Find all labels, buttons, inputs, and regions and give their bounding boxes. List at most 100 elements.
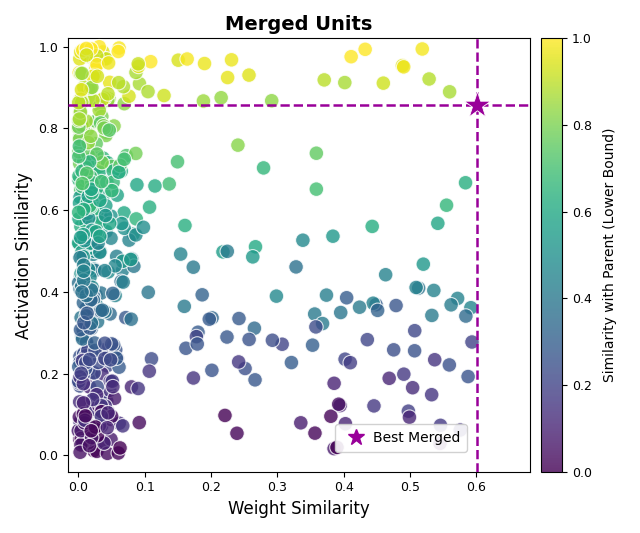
Point <box>76 108 86 116</box>
Point <box>463 373 473 381</box>
Point <box>76 272 86 280</box>
Point <box>88 292 99 301</box>
Point <box>410 326 420 335</box>
Point <box>84 408 94 417</box>
Point <box>76 233 86 242</box>
Point <box>74 68 84 77</box>
Point <box>87 198 97 207</box>
Point <box>92 431 102 440</box>
Point <box>95 119 106 127</box>
Point <box>368 299 378 308</box>
Point <box>79 418 90 427</box>
Point <box>118 278 128 286</box>
Point <box>233 141 243 149</box>
Point <box>93 152 103 160</box>
Point <box>86 189 97 197</box>
Point <box>121 313 131 322</box>
Point <box>97 346 108 354</box>
Point <box>84 324 95 333</box>
Point <box>193 328 203 336</box>
Point <box>76 251 86 260</box>
Point <box>82 322 92 330</box>
Point <box>340 355 350 364</box>
Point <box>81 318 91 327</box>
Point <box>84 441 95 450</box>
Point <box>121 151 131 160</box>
Point <box>472 100 483 109</box>
Point <box>429 286 439 295</box>
Point <box>89 47 99 56</box>
Point <box>100 266 110 275</box>
Point <box>102 423 113 432</box>
Point <box>340 78 350 87</box>
Point <box>77 332 87 341</box>
Point <box>76 69 86 78</box>
Point <box>268 336 278 344</box>
Point <box>180 221 190 230</box>
Point <box>92 301 102 310</box>
Point <box>74 124 84 132</box>
Point <box>455 426 465 434</box>
Point <box>384 374 394 383</box>
Point <box>115 443 125 452</box>
Point <box>90 266 100 274</box>
Point <box>175 250 186 259</box>
Point <box>83 198 93 206</box>
Point <box>101 131 111 140</box>
Point <box>84 421 95 430</box>
Point <box>119 209 129 217</box>
Point <box>74 214 84 223</box>
Point <box>106 435 116 443</box>
Point <box>466 303 476 312</box>
Point <box>369 402 379 410</box>
Point <box>340 419 351 428</box>
Point <box>296 418 306 427</box>
Point <box>125 255 136 264</box>
Y-axis label: Activation Similarity: Activation Similarity <box>15 172 33 338</box>
Point <box>244 335 254 344</box>
Point <box>433 219 443 228</box>
Point <box>267 96 277 105</box>
Point <box>96 289 106 297</box>
Point <box>77 356 88 365</box>
Point <box>77 46 88 54</box>
Point <box>427 311 437 320</box>
Point <box>88 250 99 259</box>
Point <box>83 365 93 374</box>
Point <box>248 253 258 261</box>
Point <box>78 379 88 388</box>
Point <box>277 340 287 349</box>
Point <box>94 218 104 227</box>
Point <box>85 53 95 61</box>
Point <box>143 288 154 296</box>
Point <box>397 61 408 70</box>
Point <box>159 91 169 100</box>
Point <box>98 154 108 163</box>
Point <box>144 367 154 375</box>
Point <box>114 363 124 372</box>
Point <box>138 223 148 231</box>
Point <box>131 231 141 239</box>
Point <box>81 182 91 190</box>
Point <box>216 93 227 102</box>
Point <box>74 398 84 406</box>
Point <box>244 71 254 79</box>
Point <box>86 244 96 252</box>
Point <box>75 435 85 443</box>
Point <box>92 447 102 456</box>
Point <box>286 358 296 367</box>
Point <box>87 83 97 92</box>
Point <box>99 94 109 102</box>
Point <box>97 306 108 314</box>
Point <box>91 62 101 70</box>
Point <box>77 248 87 256</box>
Point <box>97 112 107 121</box>
Point <box>78 270 88 278</box>
Point <box>78 230 88 239</box>
Point <box>103 408 113 416</box>
Point <box>92 317 102 326</box>
Point <box>147 354 157 363</box>
Point <box>81 352 91 360</box>
Point <box>250 324 260 333</box>
Point <box>99 55 109 63</box>
